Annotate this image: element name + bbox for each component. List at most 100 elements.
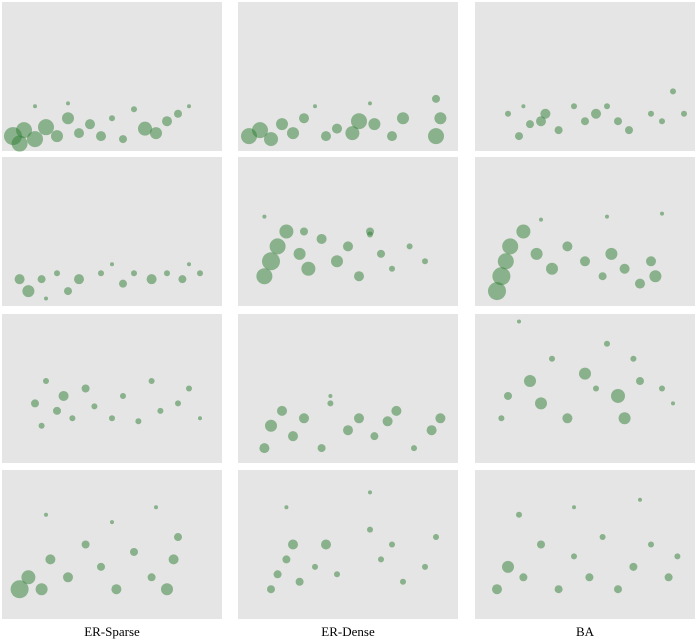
column-label: ER-Dense (321, 624, 375, 639)
bubble (148, 378, 155, 385)
bubble (168, 554, 179, 565)
bubble (516, 511, 522, 518)
bubble (120, 392, 126, 399)
bubble (619, 263, 630, 274)
bubble (428, 128, 444, 145)
bubble (630, 355, 637, 362)
bubble (540, 108, 551, 119)
bubble (186, 385, 192, 392)
bubble (62, 112, 74, 125)
panel-background (475, 2, 695, 151)
bubble (681, 110, 687, 117)
panel-background (238, 2, 458, 151)
bubble (671, 401, 675, 406)
bubble (58, 390, 69, 401)
bubble (572, 505, 576, 510)
bubble (343, 241, 353, 252)
bubble (367, 231, 373, 238)
bubble (411, 445, 417, 452)
bubble (581, 117, 589, 126)
bubble (69, 415, 76, 422)
bubble (537, 540, 545, 549)
bubble (31, 399, 39, 408)
panel-background (2, 2, 222, 151)
bubble (97, 562, 105, 571)
bubble (389, 265, 395, 272)
bubble (422, 258, 428, 265)
bubble (321, 539, 331, 550)
bubble (38, 422, 45, 429)
bubble (368, 118, 381, 131)
bubble (521, 104, 526, 109)
bubble (119, 279, 127, 288)
bubble (43, 378, 49, 385)
bubble (354, 413, 364, 424)
bubble (638, 497, 642, 502)
bubble (432, 94, 440, 103)
bubble (197, 270, 203, 277)
bubble (562, 413, 573, 424)
bubble (515, 132, 523, 141)
panel-background (238, 470, 458, 619)
bubble (33, 104, 37, 109)
bubble (505, 110, 511, 117)
bubble (109, 415, 115, 422)
bubble (389, 541, 395, 548)
bubble (64, 287, 72, 296)
bubble (580, 256, 590, 267)
bubble (288, 539, 298, 550)
bubble (91, 403, 98, 410)
column-label: ER-Sparse (84, 624, 140, 639)
bubble (96, 131, 106, 142)
bubble (334, 571, 340, 578)
bubble (391, 405, 402, 416)
bubble (492, 584, 502, 595)
bubble (150, 127, 162, 140)
bubble (604, 103, 610, 110)
bubble (35, 583, 48, 596)
bubble (554, 126, 563, 135)
bubble (27, 131, 43, 148)
bubble (312, 563, 318, 570)
bubble (161, 583, 173, 596)
bubble (571, 103, 577, 110)
bubble (111, 584, 122, 595)
bubble (598, 272, 607, 281)
panel-background (2, 470, 222, 619)
bubble (659, 385, 665, 392)
bubble (516, 224, 531, 239)
bubble (664, 573, 673, 582)
bubble (504, 391, 512, 400)
bubble (259, 443, 270, 454)
bubble (174, 533, 182, 542)
bubble (328, 393, 333, 398)
bubble (519, 573, 528, 582)
bubble (154, 505, 158, 510)
bubble (138, 121, 152, 136)
bubble (110, 520, 114, 525)
bubble (98, 270, 104, 277)
panel-background (475, 157, 695, 306)
bubble (175, 400, 181, 407)
bubble (10, 580, 29, 599)
bubble (406, 243, 413, 250)
bubble (539, 217, 543, 222)
bubble (74, 274, 84, 285)
bubble (433, 534, 439, 541)
bubble (400, 578, 406, 585)
bubble (262, 214, 267, 219)
bubble (157, 407, 164, 414)
bubble (295, 577, 304, 586)
bubble (11, 135, 28, 152)
bubble (74, 128, 84, 139)
bubble (293, 247, 306, 260)
bubble (130, 547, 138, 556)
bubble (351, 113, 367, 130)
bubble (517, 319, 521, 324)
panel-background (475, 470, 695, 619)
bubble (110, 262, 114, 267)
bubble (354, 271, 364, 282)
bubble (147, 573, 156, 582)
